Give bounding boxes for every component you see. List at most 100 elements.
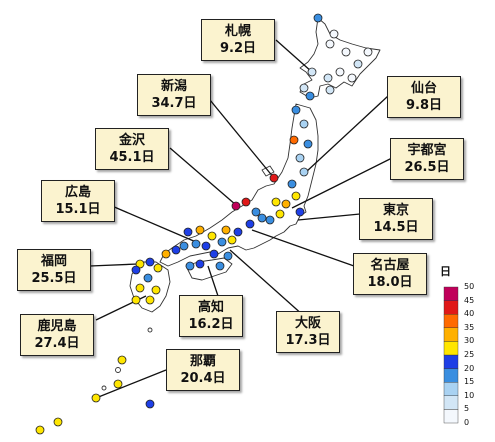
callout-city: 名古屋 [370,258,410,273]
legend-swatch [443,341,459,356]
station-marker [233,227,243,237]
legend-tick-label: 45 [464,295,475,305]
legend-swatch [443,327,459,342]
callout-nagoya: 名古屋 18.0日 [353,253,427,295]
station-marker [325,85,335,95]
station-marker [269,173,279,183]
legend-colorbar [443,286,459,424]
callout-days: 9.2日 [219,41,257,56]
station-marker [307,67,317,77]
station-marker [275,209,285,219]
station-marker [281,199,291,209]
callout-sendai: 仙台 9.8日 [387,76,461,118]
station-marker [245,219,255,229]
station-marker [257,213,267,223]
station-marker [323,73,333,83]
station-marker [313,13,323,23]
station-marker [299,119,309,129]
callout-city: 札幌 [224,24,251,39]
station-marker [251,207,261,217]
legend-swatch [443,314,459,329]
callout-city: 広島 [64,185,91,200]
callout-city: 仙台 [410,81,437,96]
station-marker [303,139,313,149]
station-marker [265,215,275,225]
callout-utsunomiya: 宇都宮 26.5日 [390,138,464,180]
legend-swatch [443,409,459,424]
callout-days: 16.2日 [188,317,234,332]
legend-swatch [443,354,459,369]
leader-tokyo [297,213,361,221]
station-marker [195,225,205,235]
station-marker [353,59,363,69]
station-marker [135,283,145,293]
station-marker [291,191,301,201]
station-marker [231,201,241,211]
station-marker [195,259,205,269]
leader-niigata [209,99,275,179]
legend-tick-label: 0 [464,418,470,427]
leader-lines [89,39,393,399]
leader-nagoya [251,229,355,267]
callout-tokyo: 東京 14.5日 [359,198,433,240]
station-marker [291,105,301,115]
hokkaido-outline [299,17,381,99]
callout-city: 宇都宮 [407,143,447,158]
callout-naha: 那覇 20.4日 [166,349,240,391]
station-marker [271,197,281,207]
callout-hiroshima: 広島 15.1日 [41,180,115,222]
legend-title: 日 [440,265,451,278]
leader-sendai [305,95,389,173]
legend-tick-label: 20 [464,363,475,373]
station-marker [295,207,305,217]
callout-kagoshima: 鹿児島 27.4日 [20,314,94,356]
callout-kochi: 高知 16.2日 [179,295,243,337]
legend-swatch [443,382,459,397]
callout-city: 大阪 [294,316,321,331]
station-marker [325,39,335,49]
legend-tick-label: 35 [464,322,475,332]
legend-tick-label: 25 [464,350,475,359]
callout-days: 45.1日 [109,150,155,165]
station-marker [135,259,145,269]
station-marker [241,197,251,207]
station-marker [179,241,189,251]
callout-niigata: 新潟 34.7日 [137,74,211,116]
station-marker [207,231,217,241]
leader-hiroshima [111,205,197,243]
callout-days: 14.5日 [373,220,419,235]
station-marker [153,263,163,273]
leader-osaka [229,249,305,317]
station-marker [347,73,357,83]
station-marker [171,245,181,255]
station-marker [145,295,155,305]
callout-city: 東京 [382,203,409,218]
leader-utsunomiya [291,157,393,209]
honshu-outline [159,103,319,267]
station-marker [299,83,309,93]
station-marker [35,425,45,435]
callout-days: 9.8日 [405,98,443,113]
station-marker [201,241,211,251]
callout-osaka: 大阪 17.3日 [276,311,340,353]
legend-tick-label: 30 [464,336,475,346]
station-marker [223,251,233,261]
station-marker [295,153,305,163]
callout-city: 福岡 [40,254,67,269]
legend-tick-label: 15 [464,377,475,387]
callout-kanazawa: 金沢 45.1日 [95,128,169,170]
station-marker [185,261,195,271]
callout-days: 17.3日 [285,333,331,348]
callout-city: 新潟 [160,79,187,94]
callout-city: 金沢 [118,133,145,148]
station-marker [183,227,193,237]
station-marker [289,135,299,145]
station-marker [299,167,309,177]
landmass [101,17,381,391]
station-marker [341,47,351,57]
station-marker [329,29,339,39]
station-marker [363,47,373,57]
callout-city: 那覇 [189,354,216,369]
leader-naha [95,369,167,399]
